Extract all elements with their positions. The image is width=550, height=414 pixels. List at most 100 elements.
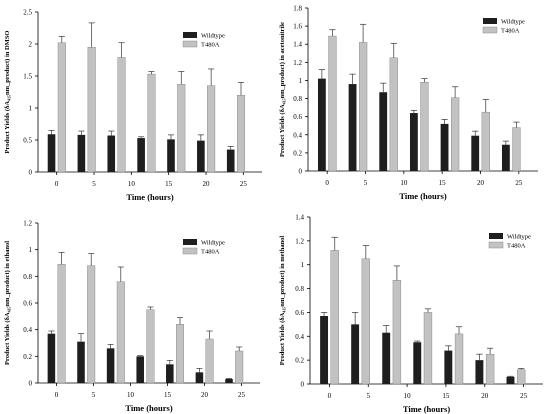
legend-label-t480a: T480A xyxy=(501,28,520,35)
legend-swatch-wildtype xyxy=(183,239,197,245)
bar-t480a xyxy=(146,309,155,384)
legend-swatch-t480a xyxy=(182,247,198,255)
x-tick-label: 25 xyxy=(240,180,248,188)
x-tick-label: 20 xyxy=(203,180,211,188)
bar-t480a xyxy=(205,338,214,384)
bar-t480a xyxy=(87,47,96,173)
legend-swatch-wildtype xyxy=(183,32,197,38)
y-tick-label: 0.2 xyxy=(295,357,304,365)
y-axis-title: Product Yields (δA₄₁₅nm_product) in DMSO xyxy=(4,31,11,154)
bar-wildtype xyxy=(106,348,115,383)
bar-wildtype xyxy=(77,341,85,383)
x-tick-label: 10 xyxy=(404,392,412,400)
y-tick-label: 0 xyxy=(299,168,303,176)
bar-t480a xyxy=(517,369,526,385)
bar-wildtype xyxy=(136,356,144,383)
bar-wildtype xyxy=(475,360,484,384)
y-tick-label: 0.8 xyxy=(295,285,304,293)
bar-t480a xyxy=(420,82,429,172)
x-tick-label: 5 xyxy=(367,392,371,400)
y-tick-label: 0 xyxy=(301,381,305,389)
x-tick-label: 0 xyxy=(328,392,332,400)
y-tick-label: 2.5 xyxy=(23,9,32,17)
x-tick-label: 5 xyxy=(92,391,96,399)
bar-t480a xyxy=(117,57,126,173)
y-tick-label: 0.4 xyxy=(293,131,302,139)
bar-t480a xyxy=(359,42,368,172)
y-axis-title: Product Yields (δA₄₁₅nm_product) in acet… xyxy=(279,22,286,157)
bar-wildtype xyxy=(137,138,145,172)
y-tick-label: 1.5 xyxy=(23,73,32,81)
chart-svg-ethanol: 0 0.2 0.4 0.6 0.8 1 1.2 0 5 10 15 20 25 Time (hours) P… xyxy=(4,220,260,413)
y-tick-label: 1.2 xyxy=(23,220,32,228)
legend-label-wildtype: Wildtype xyxy=(507,234,531,241)
y-tick-label: 0.8 xyxy=(23,273,32,281)
x-tick-label: 15 xyxy=(439,179,447,187)
bar-wildtype xyxy=(107,135,116,172)
y-tick-label: 1.2 xyxy=(293,59,302,67)
bar-t480a xyxy=(512,127,521,172)
bar-wildtype xyxy=(506,376,515,384)
y-tick-label: 1.2 xyxy=(295,237,304,245)
y-tick-label: 0 xyxy=(29,169,33,177)
bar-wildtype xyxy=(195,372,204,383)
x-tick-label: 25 xyxy=(520,392,528,400)
x-tick-label: 15 xyxy=(165,180,173,188)
y-tick-label: 1 xyxy=(299,77,303,85)
bar-wildtype xyxy=(501,144,510,171)
y-tick-label: 1 xyxy=(301,261,305,269)
bar-wildtype xyxy=(379,92,388,171)
legend-label-wildtype: Wildtype xyxy=(201,33,225,40)
bar-wildtype xyxy=(351,324,360,384)
bar-wildtype xyxy=(471,135,480,171)
legend-label-wildtype: Wildtype xyxy=(501,19,525,26)
y-tick-label: 1 xyxy=(29,105,33,113)
legend-swatch-wildtype xyxy=(489,233,503,239)
bar-t480a xyxy=(451,97,460,172)
chart-panel-acetonitrile: 0 0.2 0.4 0.6 0.8 1 1.2 1.4 1.6 1.8 0 5 10 15 20 25 Time… xyxy=(275,0,550,207)
legend-label-t480a: T480A xyxy=(201,249,220,256)
bar-wildtype xyxy=(197,140,205,172)
legend-swatch-wildtype xyxy=(483,18,497,24)
bar-t480a xyxy=(330,250,339,385)
bar-wildtype xyxy=(225,379,233,383)
bar-t480a xyxy=(454,333,464,385)
bar-t480a xyxy=(236,94,246,173)
bar-wildtype xyxy=(320,316,329,384)
bar-t480a xyxy=(481,111,490,172)
bar-t480a xyxy=(176,324,184,384)
bar-t480a xyxy=(235,350,244,384)
y-axis-title: Product Yields (δA₄₁₅nm_product) in etha… xyxy=(4,241,11,365)
x-tick-label: 25 xyxy=(238,391,246,399)
bar-t480a xyxy=(389,57,398,172)
chart-svg-acetonitrile: 0 0.2 0.4 0.6 0.8 1 1.2 1.4 1.6 1.8 0 5 10 15 20 25 Time… xyxy=(279,5,538,201)
bar-t480a xyxy=(361,258,370,385)
y-tick-label: 1.4 xyxy=(295,214,304,222)
x-tick-label: 20 xyxy=(201,391,209,399)
bar-t480a xyxy=(392,280,402,385)
x-axis-title: Time (hours) xyxy=(403,404,450,414)
legend-label-t480a: T480A xyxy=(507,243,526,250)
y-tick-label: 0 xyxy=(29,380,33,388)
x-tick-label: 20 xyxy=(481,392,489,400)
bar-wildtype xyxy=(226,149,235,172)
bar-t480a xyxy=(177,84,186,173)
bar-wildtype xyxy=(317,78,326,171)
y-axis-title: Product Yields (δA₄₁₅nm_product) in meth… xyxy=(279,236,286,366)
bar-wildtype xyxy=(382,332,391,384)
bar-wildtype xyxy=(47,134,56,172)
x-tick-label: 5 xyxy=(92,180,96,188)
y-tick-label: 0.6 xyxy=(293,113,302,121)
y-tick-label: 0.4 xyxy=(295,333,304,341)
bar-t480a xyxy=(147,73,156,173)
bar-wildtype xyxy=(166,364,174,383)
x-tick-label: 10 xyxy=(128,180,136,188)
legend-label-t480a: T480A xyxy=(201,42,220,49)
bar-t480a xyxy=(57,42,66,173)
bar-t480a xyxy=(116,281,125,384)
bar-t480a xyxy=(423,312,433,385)
bar-t480a xyxy=(87,265,96,384)
x-tick-label: 10 xyxy=(400,179,408,187)
x-tick-label: 25 xyxy=(515,179,523,187)
